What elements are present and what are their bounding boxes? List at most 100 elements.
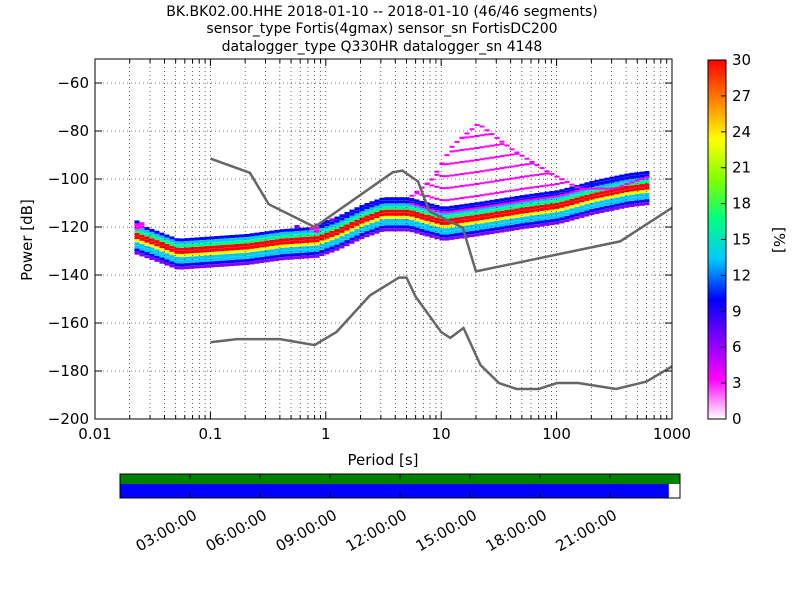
psd-cell: [459, 173, 465, 176]
psd-cell: [469, 135, 475, 138]
psd-cell: [359, 204, 365, 208]
psd-cell: [524, 206, 530, 210]
psd-cell: [449, 218, 455, 222]
psd-cell: [569, 214, 575, 218]
psd-cell: [464, 222, 470, 226]
psd-cell: [459, 207, 465, 211]
psd-cell: [534, 211, 540, 215]
psd-cell: [174, 250, 180, 254]
psd-cell: [354, 232, 360, 236]
psd-cell: [639, 180, 645, 184]
psd-cell: [139, 253, 145, 257]
psd-cell: [579, 214, 585, 218]
psd-cell: [449, 174, 455, 177]
psd-cell: [529, 160, 535, 163]
psd-cell: [604, 183, 610, 187]
psd-cell: [289, 234, 295, 238]
psd-cell: [134, 226, 140, 230]
psd-cell: [254, 245, 260, 249]
psd-cell: [164, 240, 170, 244]
psd-cell: [329, 218, 335, 222]
psd-cell: [439, 228, 445, 232]
psd-cell: [334, 225, 340, 229]
psd-cell: [214, 248, 220, 252]
psd-cell: [529, 224, 535, 228]
psd-cell: [414, 221, 420, 225]
psd-cell: [359, 211, 365, 215]
psd-cell: [539, 207, 545, 211]
y-axis-label: Power [dB]: [18, 199, 36, 281]
psd-cell: [504, 200, 510, 204]
psd-cell: [594, 192, 600, 196]
psd-cell: [479, 213, 485, 217]
y-tick-label: −180: [48, 362, 89, 380]
psd-cell: [444, 225, 450, 229]
psd-cell: [264, 249, 270, 253]
psd-cell: [239, 243, 245, 247]
psd-cell: [474, 224, 480, 228]
psd-cell: [559, 198, 565, 202]
psd-cell: [504, 219, 510, 223]
psd-cell: [639, 193, 645, 197]
psd-cell: [164, 243, 170, 247]
psd-cell: [514, 217, 520, 221]
psd-cell: [474, 183, 480, 186]
psd-cell: [254, 238, 260, 242]
psd-cell: [299, 255, 305, 259]
psd-cell: [584, 204, 590, 208]
psd-cell: [354, 229, 360, 233]
psd-cell: [314, 229, 320, 233]
psd-cell: [404, 219, 410, 223]
psd-cell: [524, 213, 530, 217]
psd-cell: [464, 234, 470, 238]
psd-cell: [624, 179, 630, 183]
psd-cell: [189, 240, 195, 244]
psd-cell: [184, 253, 190, 257]
psd-cell: [574, 213, 580, 217]
psd-cell: [189, 256, 195, 260]
psd-cell: [514, 214, 520, 218]
psd-cell: [519, 217, 525, 221]
psd-cell: [549, 172, 555, 175]
psd-cell: [504, 206, 510, 210]
psd-cell: [614, 191, 620, 195]
psd-cell: [134, 236, 140, 240]
psd-cell: [244, 237, 250, 241]
psd-cell: [489, 209, 495, 213]
psd-cell: [584, 191, 590, 195]
psd-cell: [449, 210, 455, 213]
psd-cell: [309, 252, 315, 256]
psd-cell: [244, 258, 250, 262]
psd-cell: [464, 136, 470, 139]
psd-cell: [194, 246, 200, 250]
psd-cell: [379, 207, 385, 211]
psd-cell: [404, 212, 410, 216]
psd-cell: [289, 228, 295, 232]
psd-cell: [389, 215, 395, 219]
psd-cell: [139, 228, 145, 232]
psd-cell: [434, 185, 440, 188]
psd-cell: [509, 206, 515, 210]
psd-cell: [149, 235, 155, 239]
psd-cell: [599, 194, 605, 198]
psd-cell: [629, 191, 635, 195]
psd-cell: [494, 179, 500, 182]
psd-cell: [494, 224, 500, 228]
psd-cell: [579, 211, 585, 215]
x-tick-label: 10: [432, 425, 451, 443]
psd-cell: [454, 140, 460, 143]
psd-cell: [249, 245, 255, 249]
psd-cell: [469, 224, 475, 228]
psd-cell: [589, 205, 595, 209]
psd-cell: [559, 217, 565, 221]
psd-cell: [564, 215, 570, 219]
psd-cell: [494, 227, 500, 231]
psd-cell: [529, 174, 535, 177]
psd-cell: [544, 194, 550, 198]
psd-cell: [494, 203, 500, 206]
psd-cell: [414, 199, 420, 203]
psd-cell: [219, 248, 225, 252]
psd-cell: [644, 186, 650, 190]
psd-cell: [349, 222, 355, 226]
psd-cell: [249, 258, 255, 262]
